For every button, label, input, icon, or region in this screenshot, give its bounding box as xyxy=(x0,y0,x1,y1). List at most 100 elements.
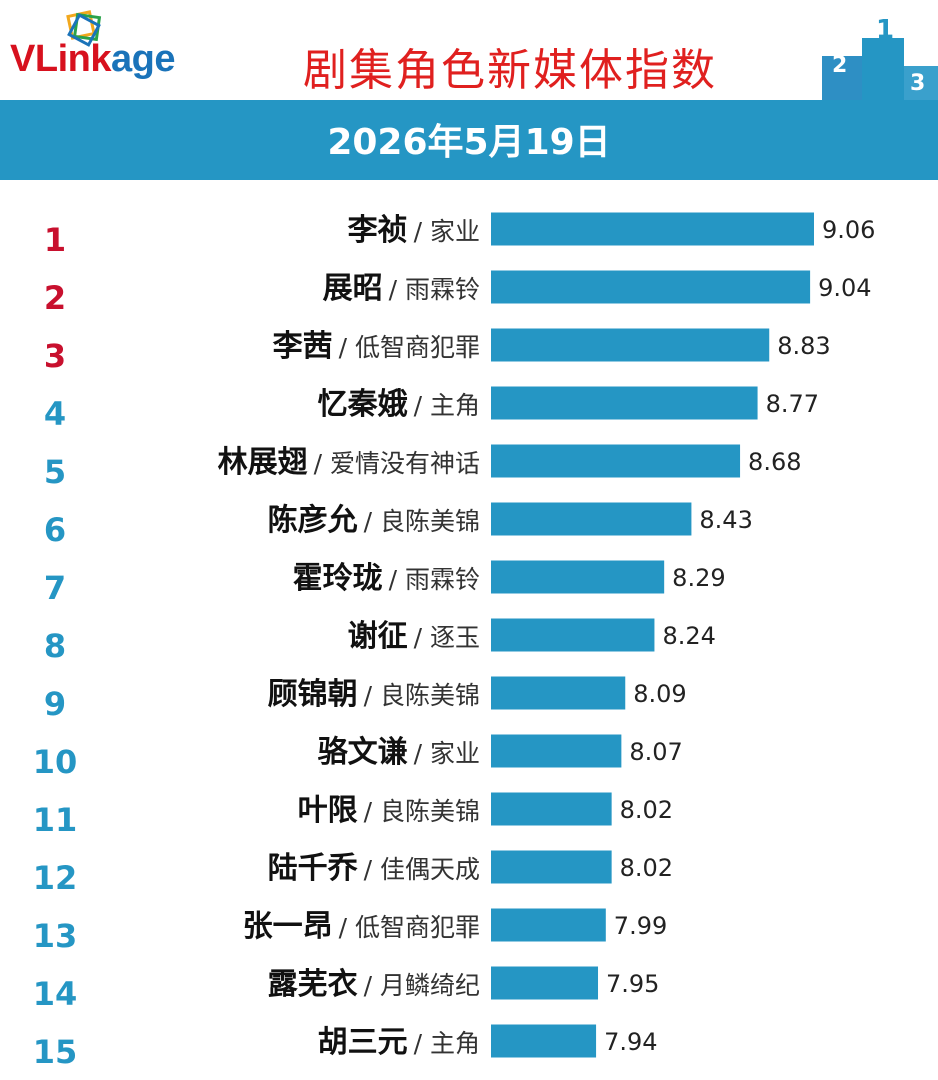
svg-text:2: 2 xyxy=(832,53,847,78)
rank-number: 14 xyxy=(33,975,78,1013)
bar xyxy=(491,618,655,652)
bar-category-label: 霍玲珑 / 雨霖铃 xyxy=(293,561,480,596)
character-name: 霍玲珑 xyxy=(293,561,383,596)
ranking-bar-chart: 1 李祯 / 家业 9.062 展昭 / 雨霖铃 9.043 李茜 / 低智商犯罪 8.834 忆秦… xyxy=(33,212,875,1071)
bar-category-label: 谢征 / 逐玉 xyxy=(348,619,480,654)
bar-category-label: 顾锦朝 / 良陈美锦 xyxy=(268,677,480,712)
rank-number: 9 xyxy=(44,685,66,723)
bar-category-label: 胡三元 / 主角 xyxy=(318,1025,480,1060)
rank-number: 5 xyxy=(44,453,66,491)
rank-number: 11 xyxy=(33,801,78,839)
bar xyxy=(491,386,758,420)
drama-name: / 良陈美锦 xyxy=(364,507,480,536)
bar-category-label: 林展翅 / 爱情没有神话 xyxy=(218,445,480,480)
bar-category-label: 叶限 / 良陈美锦 xyxy=(298,793,480,828)
bar-category-label: 李茜 / 低智商犯罪 xyxy=(273,329,480,364)
bar-category-label: 露芜衣 / 月鳞绮纪 xyxy=(268,967,480,1002)
logo-text-part2: ink xyxy=(57,38,112,80)
bar-category-label: 忆秦娥 / 主角 xyxy=(318,387,480,422)
character-name: 忆秦娥 xyxy=(318,387,408,422)
logo-text-part3: age xyxy=(110,38,175,80)
bar-category-label: 李祯 / 家业 xyxy=(348,213,480,248)
data-label: 8.07 xyxy=(629,738,682,766)
page-title: 剧集角色新媒体指数 xyxy=(303,45,717,96)
drama-name: / 雨霖铃 xyxy=(389,275,480,304)
character-name: 露芜衣 xyxy=(268,967,358,1002)
bar-category-label: 陆千乔 / 佳偶天成 xyxy=(268,851,480,886)
data-label: 9.06 xyxy=(822,216,875,244)
drama-name: / 佳偶天成 xyxy=(364,855,480,884)
svg-text:3: 3 xyxy=(910,71,925,96)
data-label: 9.04 xyxy=(818,274,871,302)
character-name: 张一昂 xyxy=(243,909,333,944)
bar xyxy=(491,908,606,942)
drama-name: / 雨霖铃 xyxy=(389,565,480,594)
data-label: 7.99 xyxy=(614,912,667,940)
drama-name: / 爱情没有神话 xyxy=(314,449,480,478)
logo-text-part1: VL xyxy=(10,38,58,80)
rank-number: 8 xyxy=(44,627,66,665)
data-label: 7.94 xyxy=(604,1028,657,1056)
podium-icon: 2 1 3 xyxy=(822,15,938,100)
bar xyxy=(491,850,612,884)
drama-name: / 低智商犯罪 xyxy=(339,913,480,942)
bar xyxy=(491,270,811,304)
drama-name: / 良陈美锦 xyxy=(364,681,480,710)
drama-name: / 主角 xyxy=(414,1029,480,1058)
rank-number: 3 xyxy=(44,337,66,375)
rank-number: 2 xyxy=(44,279,66,317)
rank-number: 6 xyxy=(44,511,66,549)
rank-number: 10 xyxy=(33,743,78,781)
data-label: 7.95 xyxy=(606,970,659,998)
drama-name: / 良陈美锦 xyxy=(364,797,480,826)
character-name: 叶限 xyxy=(298,793,358,828)
data-label: 8.77 xyxy=(766,390,819,418)
bar xyxy=(491,792,612,826)
bar-category-label: 骆文谦 / 家业 xyxy=(318,735,480,770)
character-name: 展昭 xyxy=(323,271,383,306)
rank-number: 7 xyxy=(44,569,66,607)
data-label: 8.09 xyxy=(633,680,686,708)
rank-number: 4 xyxy=(44,395,66,433)
data-label: 8.24 xyxy=(662,622,715,650)
rank-number: 1 xyxy=(44,221,66,259)
character-name: 李祯 xyxy=(348,213,408,248)
rank-number: 12 xyxy=(33,859,78,897)
logo-mark-icon xyxy=(66,10,102,47)
character-name: 陆千乔 xyxy=(268,851,359,886)
character-name: 胡三元 xyxy=(318,1025,408,1060)
bar xyxy=(491,734,622,768)
svg-text:1: 1 xyxy=(876,15,894,45)
data-label: 8.83 xyxy=(777,332,830,360)
date-banner: 2026年5月19日 xyxy=(0,100,938,180)
character-name: 李茜 xyxy=(273,329,333,364)
bar-category-label: 张一昂 / 低智商犯罪 xyxy=(243,909,480,944)
character-name: 谢征 xyxy=(348,619,408,654)
character-name: 陈彦允 xyxy=(268,503,358,538)
drama-name: / 家业 xyxy=(414,739,480,768)
bar xyxy=(491,1024,597,1058)
character-name: 骆文谦 xyxy=(318,735,408,770)
bar xyxy=(491,212,814,246)
character-name: 林展翅 xyxy=(218,445,308,480)
bar-category-label: 陈彦允 / 良陈美锦 xyxy=(268,503,480,538)
data-label: 8.02 xyxy=(620,854,673,882)
vlinkage-logo: VLinkage xyxy=(10,10,210,90)
rank-number: 15 xyxy=(33,1033,78,1071)
data-label: 8.02 xyxy=(620,796,673,824)
drama-name: / 主角 xyxy=(414,391,480,420)
drama-name: / 逐玉 xyxy=(414,623,480,652)
drama-name: / 月鳞绮纪 xyxy=(364,971,480,1000)
rank-number: 13 xyxy=(33,917,78,955)
bar xyxy=(491,560,665,594)
drama-name: / 低智商犯罪 xyxy=(339,333,480,362)
bar-category-label: 展昭 / 雨霖铃 xyxy=(323,271,480,306)
bar xyxy=(491,328,770,362)
bar xyxy=(491,676,626,710)
drama-name: / 家业 xyxy=(414,217,480,246)
data-label: 8.68 xyxy=(748,448,801,476)
data-label: 8.29 xyxy=(672,564,725,592)
bar xyxy=(491,966,599,1000)
bar xyxy=(491,502,692,536)
data-label: 8.43 xyxy=(699,506,752,534)
